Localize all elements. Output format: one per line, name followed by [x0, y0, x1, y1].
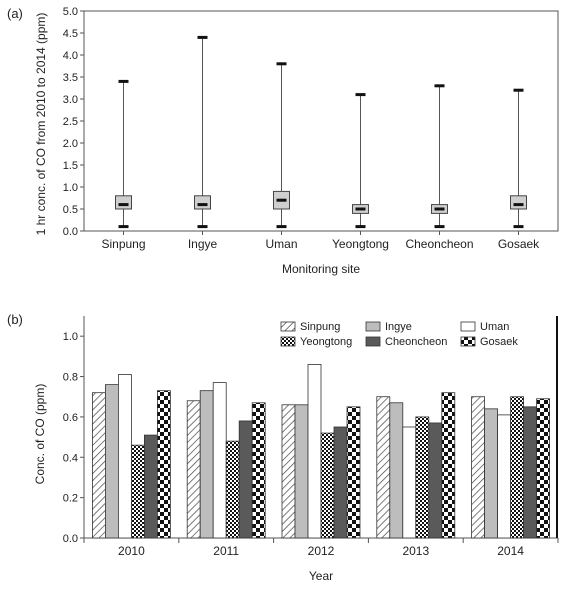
panel-b-legend-label: Yeongtong: [300, 336, 352, 348]
panel-b-bar: [186, 400, 201, 539]
panel-b-bar: [484, 408, 499, 539]
panel-b-bar: [389, 402, 404, 539]
panel-b-bar: [105, 384, 119, 539]
panel-b-x-tick-label: 2014: [497, 544, 524, 558]
panel-b-bar: [251, 402, 266, 539]
panel-a-x-tick-label: Sinpung: [101, 237, 145, 251]
panel-a-y-tick-label: 3.5: [63, 72, 78, 84]
panel-b-legend-swatch: [460, 336, 476, 347]
panel-b-bar: [346, 406, 361, 539]
panel-b-legend-label: Gosaek: [480, 336, 518, 348]
panel-a-y-tick-label: 3.0: [63, 94, 78, 106]
panel-a-box-plot: (a) 1 hr conc. of CO from 2010 to 2014 (…: [7, 6, 559, 276]
panel-b-bar: [307, 364, 322, 539]
panel-a-x-tick-label: Cheoncheon: [405, 237, 473, 251]
panel-b-legend-swatch: [460, 321, 476, 332]
panel-a-x-axis-label: Monitoring site: [282, 262, 360, 276]
panel-b-bar: [441, 392, 456, 539]
panel-a-y-axis-label: 1 hr conc. of CO from 2010 to 2014 (ppm): [34, 13, 48, 236]
panel-b-bar: [415, 416, 430, 539]
panel-a-x-tick-label: Uman: [265, 237, 297, 251]
panel-a-y-tick-label: 5.0: [63, 6, 78, 18]
panel-b-bar: [497, 414, 512, 539]
panel-b-bar: [130, 444, 145, 539]
panel-a-y-tick-label: 2.5: [63, 116, 78, 128]
panel-a-y-tick-label: 1.5: [63, 160, 78, 172]
panel-b-bar: [281, 404, 296, 539]
panel-b-bar: [199, 390, 214, 539]
panel-b-bar: [471, 396, 486, 539]
panel-a-boxes: [115, 35, 527, 229]
panel-b-legend: Sinpung Ingye Uman Yeongtong Cheoncheon Gosae…: [280, 321, 518, 348]
panel-a-y-tick-label: 4.5: [63, 28, 78, 40]
panel-b-y-tick-label: 0.2: [63, 493, 78, 505]
panel-b-bar: [238, 420, 253, 539]
panel-b-bar: [294, 404, 309, 539]
panel-b-bar: [320, 432, 335, 539]
panel-b-legend-label: Cheoncheon: [385, 336, 447, 348]
panel-b-bar: [510, 396, 525, 539]
panel-b-legend-swatch: [280, 321, 296, 332]
panel-a-y-tick-label: 0.5: [63, 204, 78, 216]
panel-a-x-tick-label: Ingye: [188, 237, 218, 251]
panel-b-bars: [92, 364, 550, 539]
panel-b-y-tick-label: 0.0: [63, 533, 78, 545]
panel-b-legend-swatch: [280, 336, 296, 347]
panel-b-bar: [536, 398, 550, 539]
panel-b-bar: [523, 406, 537, 539]
panel-b-bar: [225, 440, 240, 539]
panel-b-x-tick-label: 2013: [402, 544, 429, 558]
panel-b-x-tick-label: 2010: [118, 544, 145, 558]
panel-a-y-tick-label: 1.0: [63, 182, 78, 194]
panel-b-label: (b): [7, 312, 23, 327]
panel-b-x-tick-label: 2011: [213, 544, 239, 558]
panel-b-legend-label: Uman: [480, 321, 509, 333]
panel-b-bar: [143, 434, 158, 539]
panel-b-bar: [376, 396, 391, 539]
panel-b-y-tick-label: 0.8: [63, 372, 78, 384]
panel-a-y-ticks: 0.0 0.5 1.0 1.5 2.0 2.5 3.0 3.5 4.0 4.5 5.0: [63, 6, 84, 238]
panel-b-legend-label: Ingye: [385, 321, 412, 333]
panel-b-bar-chart: (b) Conc. of CO (ppm) Year 0.00.20.40.60…: [7, 312, 559, 583]
panel-b-y-tick-label: 0.6: [63, 412, 78, 424]
panel-a-iqr-box: [510, 195, 527, 210]
panel-a-y-tick-label: 2.0: [63, 138, 78, 150]
panel-a-x-tick-label: Yeongtong: [332, 237, 389, 251]
panel-b-bar: [118, 374, 132, 539]
panel-b-legend-swatch: [365, 321, 381, 332]
panel-b-y-axis-label: Conc. of CO (ppm): [33, 384, 47, 485]
panel-b-x-tick-label: 2012: [308, 544, 335, 558]
panel-b-bar: [402, 426, 417, 539]
panel-a-plot-frame: [83, 10, 559, 232]
panel-a-iqr-box: [115, 195, 132, 210]
panel-b-x-ticks: 2010 2011 2012 2013 2014: [83, 538, 559, 558]
panel-b-bar: [156, 390, 171, 539]
panel-a-iqr-box: [194, 195, 211, 210]
panel-b-legend-label: Sinpung: [300, 321, 340, 333]
panel-b-legend-swatch: [365, 336, 381, 347]
panel-b-y-tick-label: 1.0: [63, 331, 78, 343]
panel-a-y-tick-label: 4.0: [63, 50, 78, 62]
panel-b-x-axis-label: Year: [309, 569, 333, 583]
panel-a-label: (a): [7, 6, 23, 21]
panel-b-bar: [92, 392, 106, 539]
panel-a-y-tick-label: 0.0: [63, 226, 78, 238]
panel-a-x-ticks: Sinpung Ingye Uman Yeongtong Cheoncheon Gosae…: [101, 231, 540, 251]
panel-a-x-tick-label: Gosaek: [498, 237, 540, 251]
panel-b-bar: [212, 382, 227, 539]
panel-b-bar: [428, 422, 443, 539]
panel-b-y-tick-label: 0.4: [63, 452, 78, 464]
panel-b-y-ticks: 0.0 0.2 0.4 0.6 0.8 1.0: [63, 331, 84, 545]
panel-b-bar: [333, 426, 348, 539]
